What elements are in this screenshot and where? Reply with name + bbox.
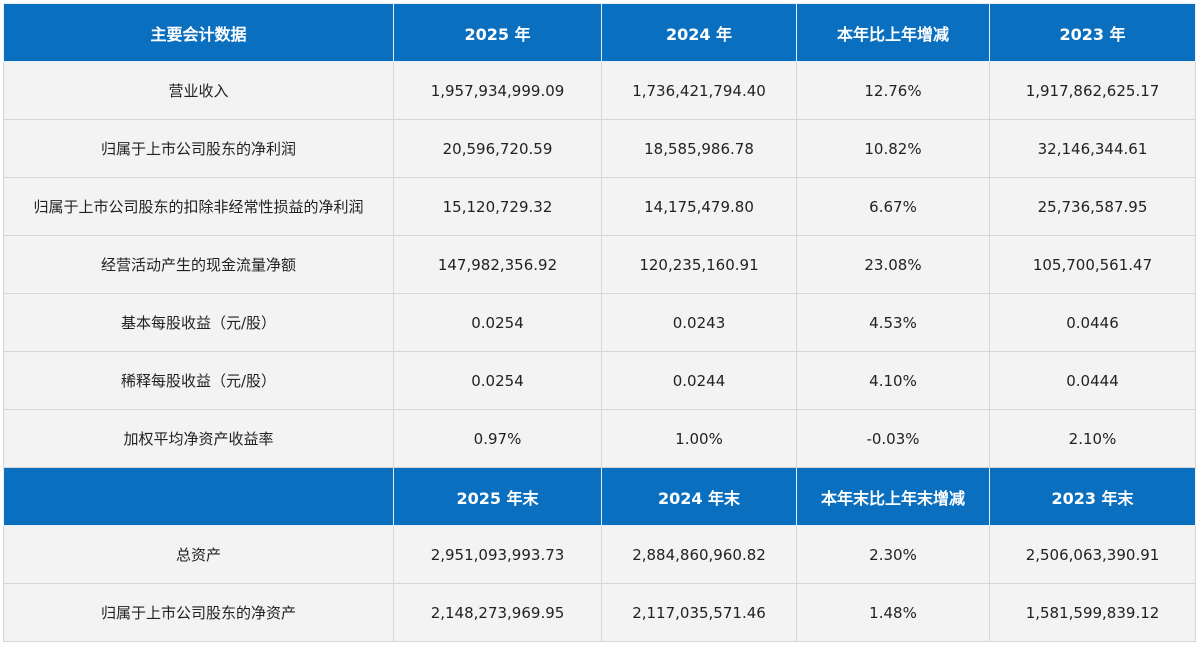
cell: 20,596,720.59: [393, 119, 602, 178]
cell: 105,700,561.47: [989, 235, 1196, 294]
cell: 归属于上市公司股东的扣除非经常性损益的净利润: [3, 177, 394, 236]
cell: 2,884,860,960.82: [601, 525, 797, 584]
data-row: 归属于上市公司股东的净利润 20,596,720.59 18,585,986.78 1…: [3, 119, 1196, 178]
cell: 23.08%: [796, 235, 990, 294]
data-row: 营业收入 1,957,934,999.09 1,736,421,794.40 12.7…: [3, 61, 1196, 120]
table-body: 主要会计数据 2025 年 2024 年本年比上年增减 2023 年营业收入 1,957…: [3, 3, 1196, 642]
data-row: 基本每股收益（元/股） 0.0254 0.0243 4.53% 0.0446: [3, 293, 1196, 352]
cell: 120,235,160.91: [601, 235, 797, 294]
header-cell: 2023 年: [989, 3, 1196, 62]
header-cell: 主要会计数据: [3, 3, 394, 62]
cell: 0.0244: [601, 351, 797, 410]
cell: 加权平均净资产收益率: [3, 409, 394, 468]
cell: 总资产: [3, 525, 394, 584]
cell: 147,982,356.92: [393, 235, 602, 294]
cell: 10.82%: [796, 119, 990, 178]
cell: 0.97%: [393, 409, 602, 468]
financial-table: 主要会计数据 2025 年 2024 年本年比上年增减 2023 年营业收入 1,957…: [3, 3, 1196, 642]
cell: 4.53%: [796, 293, 990, 352]
cell: 0.0446: [989, 293, 1196, 352]
cell: 14,175,479.80: [601, 177, 797, 236]
cell: 25,736,587.95: [989, 177, 1196, 236]
header-cell: 2025 年: [393, 3, 602, 62]
cell: 归属于上市公司股东的净利润: [3, 119, 394, 178]
header-cell: 本年比上年增减: [796, 3, 990, 62]
cell: 1,736,421,794.40: [601, 61, 797, 120]
cell: 1.00%: [601, 409, 797, 468]
data-row: 总资产 2,951,093,993.73 2,884,860,960.82 2.30%…: [3, 525, 1196, 584]
cell: 1,957,934,999.09: [393, 61, 602, 120]
header-row: 主要会计数据 2025 年 2024 年本年比上年增减 2023 年: [3, 3, 1196, 62]
data-row: 归属于上市公司股东的净资产 2,148,273,969.95 2,117,035,5…: [3, 583, 1196, 642]
cell: 2,148,273,969.95: [393, 583, 602, 642]
cell: 2,506,063,390.91: [989, 525, 1196, 584]
cell: 归属于上市公司股东的净资产: [3, 583, 394, 642]
cell: 稀释每股收益（元/股）: [3, 351, 394, 410]
header-cell: 2025 年末: [393, 467, 602, 526]
data-row: 经营活动产生的现金流量净额 147,982,356.92 120,235,160.9…: [3, 235, 1196, 294]
cell: 营业收入: [3, 61, 394, 120]
cell: 2.10%: [989, 409, 1196, 468]
cell: 6.67%: [796, 177, 990, 236]
cell: 0.0254: [393, 293, 602, 352]
cell: 2,117,035,571.46: [601, 583, 797, 642]
cell: 1,917,862,625.17: [989, 61, 1196, 120]
header-cell: [3, 467, 394, 526]
table-wrapper: 主要会计数据 2025 年 2024 年本年比上年增减 2023 年营业收入 1,957…: [3, 3, 1196, 642]
header-cell: 2024 年: [601, 3, 797, 62]
header-row: 2025 年末 2024 年末 本年末比上年末增减 2023 年末: [3, 467, 1196, 526]
data-row: 归属于上市公司股东的扣除非经常性损益的净利润 15,120,729.32 14,17…: [3, 177, 1196, 236]
cell: 12.76%: [796, 61, 990, 120]
cell: 2,951,093,993.73: [393, 525, 602, 584]
data-row: 稀释每股收益（元/股） 0.0254 0.0244 4.10% 0.0444: [3, 351, 1196, 410]
cell: 32,146,344.61: [989, 119, 1196, 178]
cell: 2.30%: [796, 525, 990, 584]
cell: 0.0243: [601, 293, 797, 352]
cell: 经营活动产生的现金流量净额: [3, 235, 394, 294]
cell: 基本每股收益（元/股）: [3, 293, 394, 352]
cell: 18,585,986.78: [601, 119, 797, 178]
header-cell: 2023 年末: [989, 467, 1196, 526]
header-cell: 2024 年末: [601, 467, 797, 526]
cell: 4.10%: [796, 351, 990, 410]
cell: -0.03%: [796, 409, 990, 468]
cell: 0.0254: [393, 351, 602, 410]
header-cell: 本年末比上年末增减: [796, 467, 990, 526]
cell: 1,581,599,839.12: [989, 583, 1196, 642]
data-row: 加权平均净资产收益率 0.97% 1.00% -0.03% 2.10%: [3, 409, 1196, 468]
cell: 1.48%: [796, 583, 990, 642]
cell: 0.0444: [989, 351, 1196, 410]
cell: 15,120,729.32: [393, 177, 602, 236]
